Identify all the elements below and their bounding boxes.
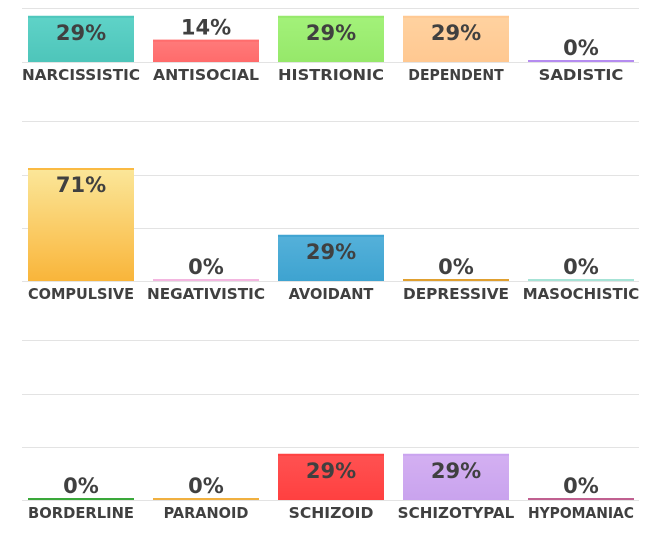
category-label-antisocial: ANTISOCIAL	[153, 66, 259, 84]
data-label-antisocial: 14%	[181, 16, 231, 40]
bar-top-edge-dependent	[403, 15, 509, 18]
bar-schizotypal	[403, 453, 509, 500]
category-label-negativistic: NEGATIVISTIC	[147, 285, 265, 303]
category-label-histrionic: HISTRIONIC	[278, 66, 384, 84]
category-label-paranoid: PARANOID	[164, 504, 249, 522]
bar-depressive	[403, 279, 509, 281]
data-label-schizoid: 29%	[306, 459, 356, 483]
bar-paranoid	[153, 498, 259, 500]
category-label-borderline: BORDERLINE	[28, 504, 134, 522]
bar-sadistic	[528, 60, 634, 62]
bar-negativistic	[153, 279, 259, 281]
bar-masochistic	[528, 279, 634, 281]
data-label-depressive: 0%	[438, 255, 474, 279]
data-label-schizotypal: 29%	[431, 459, 481, 483]
chart-panel-1: 29% NARCISSISTIC 14% ANTISOCIAL 29% HISTRIONI…	[22, 8, 639, 84]
bar-antisocial	[153, 39, 259, 62]
chart-panel-2: 71% COMPULSIVE 0% NEGATIVISTIC 29% AVOIDANT 0%…	[22, 121, 640, 303]
category-label-schizoid: SCHIZOID	[289, 504, 374, 522]
data-label-sadistic: 0%	[563, 36, 599, 60]
category-label-masochistic: MASOCHISTIC	[523, 285, 640, 303]
bar-top-edge-schizotypal	[403, 453, 509, 456]
category-label-compulsive: COMPULSIVE	[28, 285, 134, 303]
bar-top-edge-histrionic	[278, 15, 384, 18]
category-label-dependent: DEPENDENT	[408, 66, 504, 84]
bar-schizoid	[278, 453, 384, 500]
category-label-depressive: DEPRESSIVE	[403, 285, 509, 303]
bar-dependent	[403, 15, 509, 63]
data-label-compulsive: 71%	[56, 173, 106, 197]
category-label-avoidant: AVOIDANT	[289, 285, 375, 303]
category-label-narcissistic: NARCISSISTIC	[22, 66, 140, 84]
category-label-sadistic: SADISTIC	[539, 66, 624, 84]
bar-top-edge-antisocial	[153, 39, 259, 42]
data-label-borderline: 0%	[63, 474, 99, 498]
data-label-avoidant: 29%	[306, 240, 356, 264]
bar-top-edge-avoidant	[278, 234, 384, 237]
bar-borderline	[28, 498, 134, 500]
chart-panel-3: 0% BORDERLINE 0% PARANOID 29% SCHIZOID 29% SCHI…	[22, 340, 639, 522]
data-label-dependent: 29%	[431, 21, 481, 45]
data-label-masochistic: 0%	[563, 255, 599, 279]
bar-avoidant	[278, 234, 384, 281]
category-label-hypomaniac: HYPOMANIAC	[528, 504, 634, 522]
bar-narcissistic	[28, 15, 134, 63]
data-label-histrionic: 29%	[306, 21, 356, 45]
bar-histrionic	[278, 15, 384, 63]
data-label-hypomaniac: 0%	[563, 474, 599, 498]
bar-top-edge-compulsive	[28, 168, 134, 170]
data-label-narcissistic: 29%	[56, 21, 106, 45]
bar-top-edge-narcissistic	[28, 15, 134, 18]
data-label-negativistic: 0%	[188, 255, 224, 279]
category-label-schizotypal: SCHIZOTYPAL	[398, 504, 515, 522]
data-label-paranoid: 0%	[188, 474, 224, 498]
bar-top-edge-schizoid	[278, 453, 384, 456]
bar-compulsive	[28, 168, 134, 281]
bar-hypomaniac	[528, 498, 634, 500]
